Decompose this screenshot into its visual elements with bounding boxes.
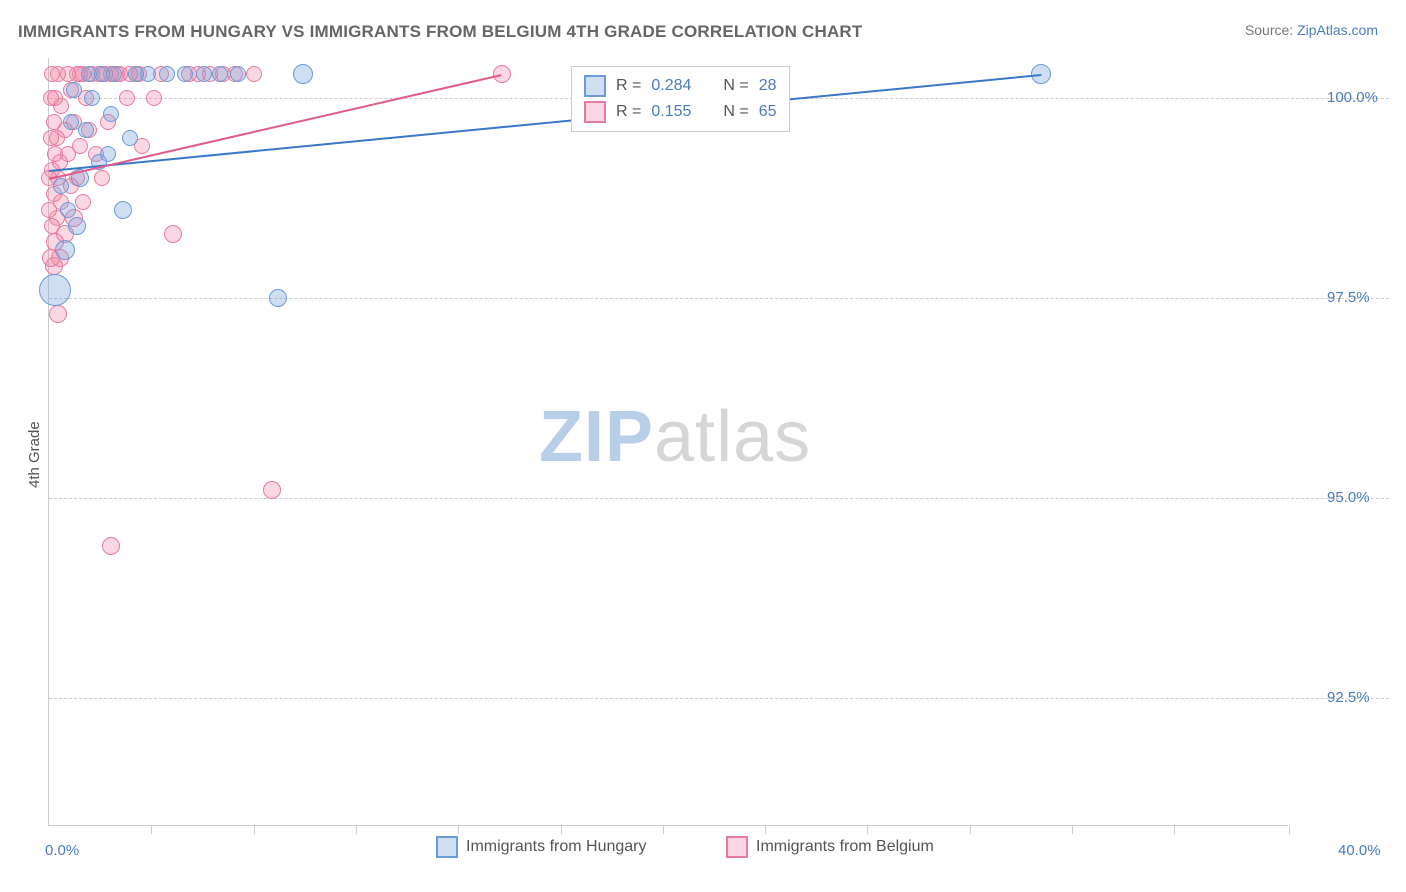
x-tick [458, 826, 459, 834]
legend-n-value: 28 [759, 77, 777, 95]
x-tick [663, 826, 664, 834]
scatter-point-belgium [47, 146, 63, 162]
scatter-point-belgium [44, 218, 60, 234]
scatter-point-belgium [44, 66, 60, 82]
bottom-legend-label: Immigrants from Belgium [756, 838, 934, 856]
x-tick [151, 826, 152, 834]
source-attribution: Source: ZipAtlas.com [1245, 22, 1378, 38]
scatter-point-hungary [177, 66, 193, 82]
y-tick-label: 97.5% [1327, 289, 1370, 306]
x-tick [765, 826, 766, 834]
trend-line-hungary [49, 74, 1041, 172]
x-tick [561, 826, 562, 834]
legend-n-value: 65 [759, 103, 777, 121]
watermark: ZIPatlas [539, 396, 811, 478]
scatter-point-belgium [246, 66, 262, 82]
chart-container: ZIPatlas 92.5%95.0%97.5%100.0%0.0%R = 0.… [48, 58, 1388, 826]
scatter-point-hungary [63, 114, 79, 130]
legend-r-label: R = [616, 103, 641, 121]
x-tick [970, 826, 971, 834]
x-tick [356, 826, 357, 834]
scatter-point-belgium [43, 130, 59, 146]
scatter-point-belgium [164, 225, 182, 243]
scatter-point-hungary [128, 66, 144, 82]
x-tick [867, 826, 868, 834]
legend-r-value: 0.284 [651, 77, 691, 95]
bottom-legend-label: Immigrants from Hungary [466, 838, 647, 856]
gridline-h [49, 698, 1389, 699]
scatter-point-hungary [212, 66, 228, 82]
scatter-point-hungary [196, 66, 212, 82]
y-tick-label: 100.0% [1327, 89, 1378, 106]
scatter-point-hungary [60, 202, 76, 218]
x-tick [1289, 826, 1290, 834]
scatter-point-hungary [293, 64, 313, 84]
scatter-point-belgium [49, 305, 67, 323]
scatter-point-hungary [68, 217, 86, 235]
gridline-h [49, 298, 1389, 299]
scatter-point-hungary [94, 66, 110, 82]
scatter-point-hungary [78, 122, 94, 138]
y-tick-label: 92.5% [1327, 689, 1370, 706]
trend-line-belgium [49, 74, 502, 180]
legend-row-belgium: R = 0.155 N = 65 [584, 99, 777, 125]
y-axis-label: 4th Grade [26, 421, 43, 488]
legend-swatch-belgium [584, 101, 606, 123]
scatter-point-belgium [263, 481, 281, 499]
scatter-point-hungary [84, 90, 100, 106]
scatter-point-hungary [114, 201, 132, 219]
watermark-bold: ZIP [539, 397, 654, 477]
bottom-swatch-hungary [436, 836, 458, 858]
x-tick [1072, 826, 1073, 834]
scatter-point-hungary [53, 178, 69, 194]
legend-swatch-hungary [584, 75, 606, 97]
scatter-point-belgium [102, 537, 120, 555]
x-tick [254, 826, 255, 834]
chart-title: IMMIGRANTS FROM HUNGARY VS IMMIGRANTS FR… [18, 22, 862, 42]
scatter-point-hungary [269, 289, 287, 307]
scatter-point-hungary [122, 130, 138, 146]
bottom-swatch-belgium [726, 836, 748, 858]
legend-row-hungary: R = 0.284 N = 28 [584, 73, 777, 99]
scatter-point-hungary [103, 106, 119, 122]
legend-r-value: 0.155 [651, 103, 691, 121]
scatter-point-belgium [119, 90, 135, 106]
scatter-point-belgium [41, 202, 57, 218]
scatter-point-hungary [159, 66, 175, 82]
bottom-legend-hungary: Immigrants from Hungary [436, 836, 647, 858]
scatter-point-belgium [46, 114, 62, 130]
scatter-point-hungary [66, 82, 82, 98]
gridline-h [49, 498, 1389, 499]
scatter-point-belgium [94, 170, 110, 186]
source-prefix: Source: [1245, 22, 1297, 38]
plot-area: ZIPatlas 92.5%95.0%97.5%100.0%0.0%R = 0.… [48, 58, 1288, 826]
watermark-rest: atlas [654, 397, 811, 477]
x-tick [1174, 826, 1175, 834]
legend-n-label: N = [723, 103, 748, 121]
scatter-point-hungary [55, 240, 75, 260]
legend-r-label: R = [616, 77, 641, 95]
bottom-legend-belgium: Immigrants from Belgium [726, 836, 934, 858]
scatter-point-belgium [75, 194, 91, 210]
y-tick-label: 95.0% [1327, 489, 1370, 506]
x-max-label: 40.0% [1338, 842, 1381, 859]
scatter-point-belgium [146, 90, 162, 106]
scatter-point-belgium [43, 90, 59, 106]
legend-n-label: N = [723, 77, 748, 95]
correlation-legend: R = 0.284 N = 28 R = 0.155 N = 65 [571, 66, 790, 132]
source-link[interactable]: ZipAtlas.com [1297, 22, 1378, 38]
scatter-point-hungary [39, 274, 71, 306]
scatter-point-hungary [230, 66, 246, 82]
x-min-label: 0.0% [45, 842, 79, 859]
